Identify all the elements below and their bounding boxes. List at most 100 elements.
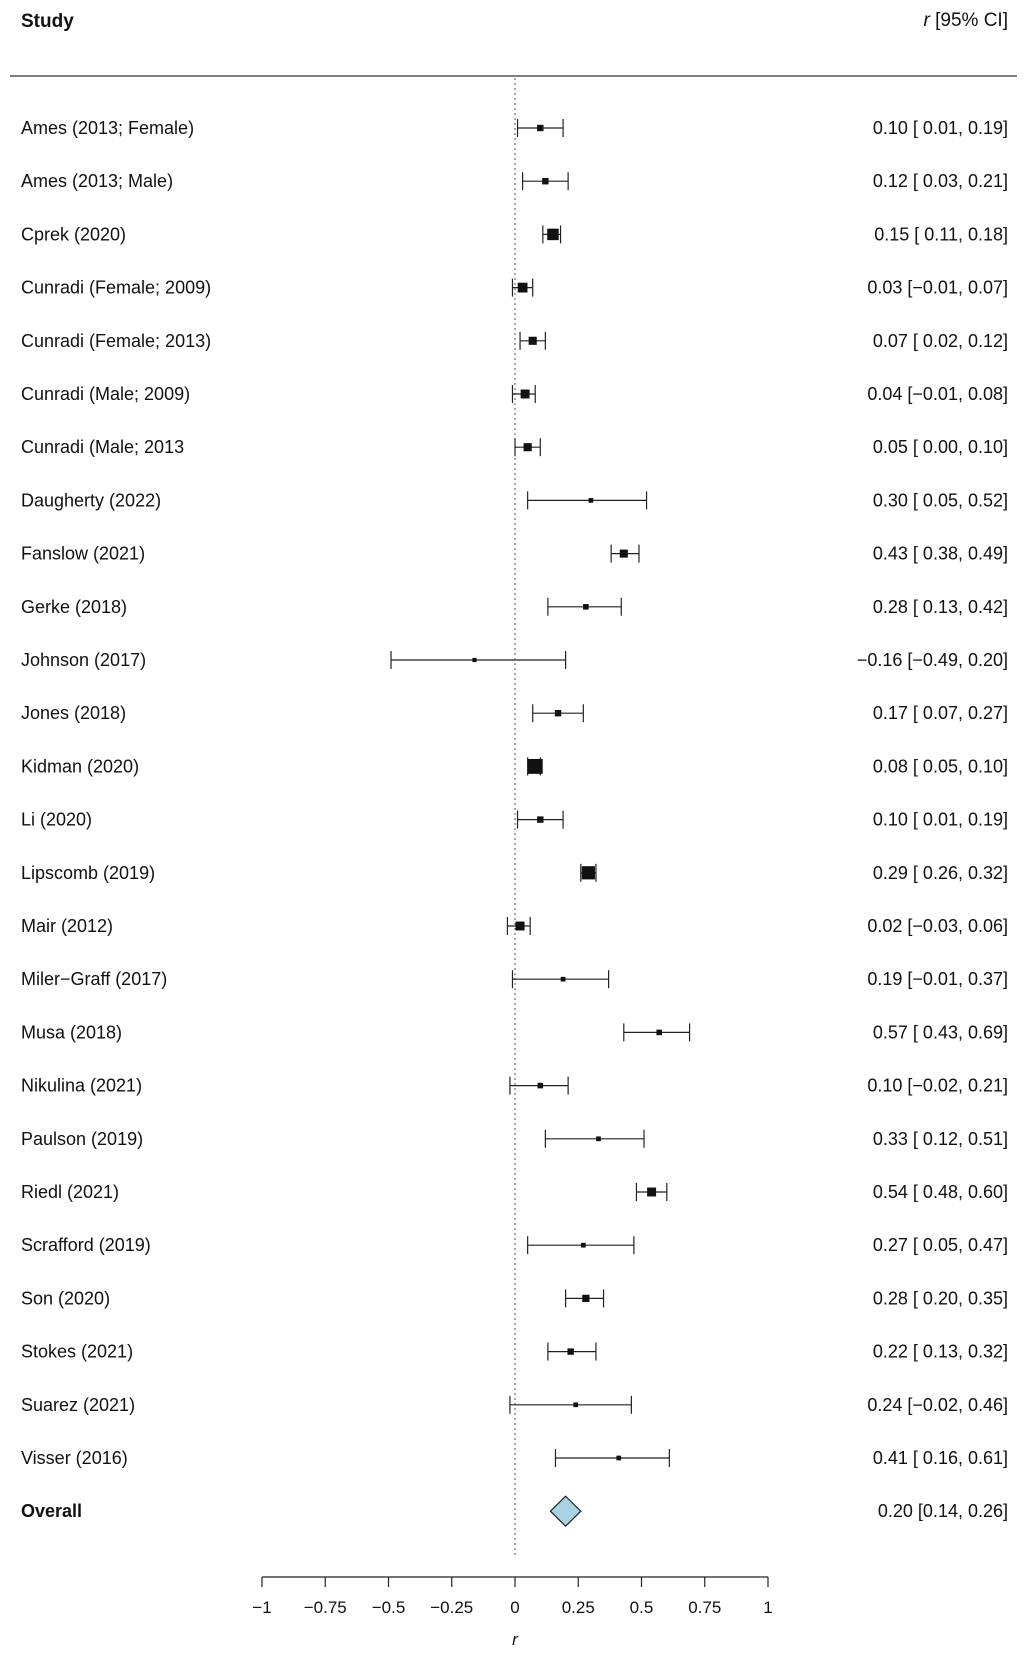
study-name: Ames (2013; Female) [21,118,194,138]
x-axis: −1 −0.75 −0.5 −0.25 0 0.25 0.5 0.75 1 r [252,1576,773,1649]
study-row: Miler−Graff (2017) 0.19 [−0.01, 0.37] [21,969,1008,989]
effect-text: −0.16 [−0.49, 0.20] [857,650,1008,670]
study-row: Cunradi (Male; 2009) 0.04 [−0.01, 0.08] [21,384,1008,404]
point-estimate [596,1136,601,1142]
header-effect-italic: r [924,10,931,31]
study-name: Nikulina (2021) [21,1076,142,1096]
point-estimate [515,921,525,931]
study-name: Cunradi (Male; 2013 [21,437,184,457]
axis-tick-label: 1 [763,1598,772,1617]
study-row: Johnson (2017) −0.16 [−0.49, 0.20] [21,650,1008,670]
effect-text: 0.29 [ 0.26, 0.32] [873,863,1008,883]
study-name: Cunradi (Female; 2009) [21,278,211,298]
effect-text: 0.07 [ 0.02, 0.12] [873,331,1008,351]
study-row: Suarez (2021) 0.24 [−0.02, 0.46] [21,1395,1008,1415]
point-estimate [567,1348,574,1355]
study-name: Daugherty (2022) [21,490,161,510]
study-name: Stokes (2021) [21,1342,133,1362]
study-name: Cprek (2020) [21,224,126,244]
effect-text: 0.54 [ 0.48, 0.60] [873,1182,1008,1202]
study-row: Gerke (2018) 0.28 [ 0.13, 0.42] [21,597,1008,617]
point-estimate [647,1187,657,1197]
study-row: Fanslow (2021) 0.43 [ 0.38, 0.49] [21,544,1008,564]
point-estimate [554,710,562,717]
study-row: Lipscomb (2019) 0.29 [ 0.26, 0.32] [21,863,1008,883]
point-estimate [619,549,628,558]
effect-text: 0.24 [−0.02, 0.46] [867,1395,1008,1415]
study-row: Riedl (2021) 0.54 [ 0.48, 0.60] [21,1182,1008,1202]
study-name: Gerke (2018) [21,597,127,617]
point-estimate [542,178,549,185]
study-row: Li (2020) 0.10 [ 0.01, 0.19] [21,810,1008,830]
effect-text: 0.10 [ 0.01, 0.19] [873,118,1008,138]
axis-tick-label: −1 [252,1598,271,1617]
study-name: Lipscomb (2019) [21,863,155,883]
study-name: Visser (2016) [21,1448,128,1468]
axis-tick-label: 0.5 [630,1598,654,1617]
study-row: Ames (2013; Male) 0.12 [ 0.03, 0.21] [21,171,1008,191]
header-effect: r [95% CI] [924,10,1008,31]
point-estimate [616,1455,622,1461]
point-estimate [528,336,537,345]
axis-tick-label: −0.25 [430,1598,473,1617]
point-estimate [656,1029,662,1036]
effect-text: 0.17 [ 0.07, 0.27] [873,703,1008,723]
effect-text: 0.02 [−0.03, 0.06] [867,916,1008,936]
overall-label: Overall [21,1501,82,1521]
effect-text: 0.04 [−0.01, 0.08] [867,384,1008,404]
effect-text: 0.41 [ 0.16, 0.61] [873,1448,1008,1468]
point-estimate [582,1294,590,1303]
axis-tick-label: −0.5 [372,1598,406,1617]
axis-tick-label: 0 [510,1598,519,1617]
study-name: Cunradi (Female; 2013) [21,331,211,351]
header-effect-rest: [95% CI] [930,10,1008,31]
study-name: Paulson (2019) [21,1129,143,1149]
point-estimate [580,1242,586,1248]
study-row: Cunradi (Male; 2013 0.05 [ 0.00, 0.10] [21,437,1008,457]
study-row: Ames (2013; Female) 0.10 [ 0.01, 0.19] [21,118,1008,138]
effect-text: 0.28 [ 0.13, 0.42] [873,597,1008,617]
point-estimate [573,1402,579,1408]
point-estimate [527,758,543,774]
study-name: Li (2020) [21,810,92,830]
study-name: Musa (2018) [21,1022,122,1042]
study-name: Riedl (2021) [21,1182,119,1202]
point-estimate [547,228,559,241]
header-study: Study [21,11,74,32]
point-estimate [520,389,530,399]
point-estimate [581,866,595,880]
study-row: Paulson (2019) 0.33 [ 0.12, 0.51] [21,1129,1008,1149]
study-row: Cunradi (Female; 2013) 0.07 [ 0.02, 0.12] [21,331,1008,351]
study-row: Stokes (2021) 0.22 [ 0.13, 0.32] [21,1342,1008,1362]
study-name: Miler−Graff (2017) [21,969,167,989]
effect-text: 0.05 [ 0.00, 0.10] [873,437,1008,457]
point-estimate [560,976,566,982]
effect-text: 0.03 [−0.01, 0.07] [867,278,1008,298]
study-row: Scrafford (2019) 0.27 [ 0.05, 0.47] [21,1235,1008,1255]
point-estimate [523,443,532,452]
study-name: Ames (2013; Male) [21,171,173,191]
effect-text: 0.22 [ 0.13, 0.32] [873,1342,1008,1362]
x-axis-label: r [512,1630,519,1649]
study-name: Suarez (2021) [21,1395,135,1415]
study-row: Mair (2012) 0.02 [−0.03, 0.06] [21,916,1008,936]
study-row: Kidman (2020) 0.08 [ 0.05, 0.10] [21,756,1008,776]
study-name: Cunradi (Male; 2009) [21,384,190,404]
study-name: Jones (2018) [21,703,126,723]
point-estimate [472,657,477,663]
effect-text: 0.30 [ 0.05, 0.52] [873,490,1008,510]
study-row: Nikulina (2021) 0.10 [−0.02, 0.21] [21,1076,1008,1096]
effect-text: 0.57 [ 0.43, 0.69] [873,1022,1008,1042]
study-row: Son (2020) 0.28 [ 0.20, 0.35] [21,1288,1008,1308]
effect-text: 0.08 [ 0.05, 0.10] [873,756,1008,776]
effect-text: 0.19 [−0.01, 0.37] [867,969,1008,989]
axis-tick-label: 0.25 [562,1598,595,1617]
axis-tick-label: 0.75 [688,1598,721,1617]
point-estimate [517,282,528,293]
effect-text: 0.27 [ 0.05, 0.47] [873,1235,1008,1255]
study-name: Kidman (2020) [21,756,139,776]
study-name: Fanslow (2021) [21,544,145,564]
overall-diamond [549,1495,582,1528]
study-row: Cprek (2020) 0.15 [ 0.11, 0.18] [21,224,1008,244]
